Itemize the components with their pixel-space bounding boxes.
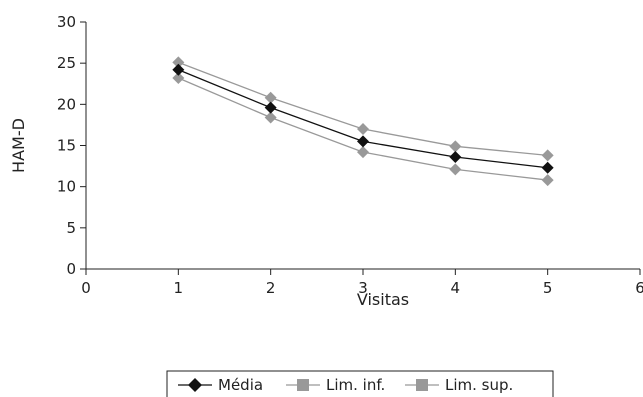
- data-point: [541, 161, 554, 174]
- series-0: [172, 63, 554, 174]
- y-tick-label: 30: [57, 13, 76, 31]
- y-tick-label: 10: [57, 178, 76, 196]
- data-point: [357, 146, 369, 159]
- legend-label: Lim. inf.: [326, 376, 385, 394]
- legend-item: Lim. sup.: [405, 376, 513, 394]
- data-point: [541, 174, 554, 187]
- legend-marker: [416, 379, 428, 391]
- data-point: [264, 111, 277, 124]
- data-point: [357, 135, 369, 148]
- data-point: [357, 123, 369, 136]
- legend: Média Lim. inf. Lim. sup.: [166, 370, 554, 397]
- legend-items: Média Lim. inf. Lim. sup.: [178, 376, 513, 394]
- series-layer: [172, 56, 554, 187]
- legend-item: Lim. inf.: [286, 376, 385, 394]
- y-tick-label: 5: [66, 219, 76, 237]
- data-point: [172, 56, 185, 69]
- x-tick-label: 5: [543, 279, 553, 297]
- series-2: [172, 56, 554, 162]
- legend-box: [166, 370, 554, 397]
- legend-label: Lim. sup.: [445, 376, 513, 394]
- data-point: [449, 151, 462, 164]
- legend-label: Média: [218, 376, 263, 394]
- legend-item: Média: [178, 376, 263, 394]
- data-point: [449, 163, 462, 176]
- x-ticks: 0 1 2 3 4 5 6: [81, 269, 643, 297]
- x-tick-label: 0: [81, 279, 91, 297]
- x-tick-label: 4: [451, 279, 461, 297]
- x-tick-label: 3: [358, 279, 368, 297]
- y-ticks: 0 5 10 15 20 25 30: [57, 13, 86, 278]
- y-axis-title: HAM-D: [9, 118, 28, 173]
- series-1: [172, 71, 554, 187]
- x-tick-label: 1: [174, 279, 184, 297]
- data-point: [172, 63, 185, 76]
- legend-marker: [297, 379, 309, 391]
- x-tick-label: 6: [635, 279, 643, 297]
- x-axis-title: Visitas: [357, 290, 409, 309]
- data-point: [449, 140, 462, 153]
- data-point: [541, 149, 554, 162]
- y-tick-label: 25: [57, 54, 76, 72]
- data-point: [172, 71, 185, 84]
- data-point: [264, 101, 277, 114]
- y-tick-label: 15: [57, 137, 76, 155]
- legend-marker: [188, 378, 202, 392]
- plot-area: 0 5 10 15 20 25 30 0 1 2 3 4 5 6: [57, 13, 643, 297]
- y-tick-label: 0: [66, 260, 76, 278]
- x-tick-label: 2: [266, 279, 276, 297]
- data-point: [264, 91, 277, 104]
- y-tick-label: 20: [57, 95, 76, 113]
